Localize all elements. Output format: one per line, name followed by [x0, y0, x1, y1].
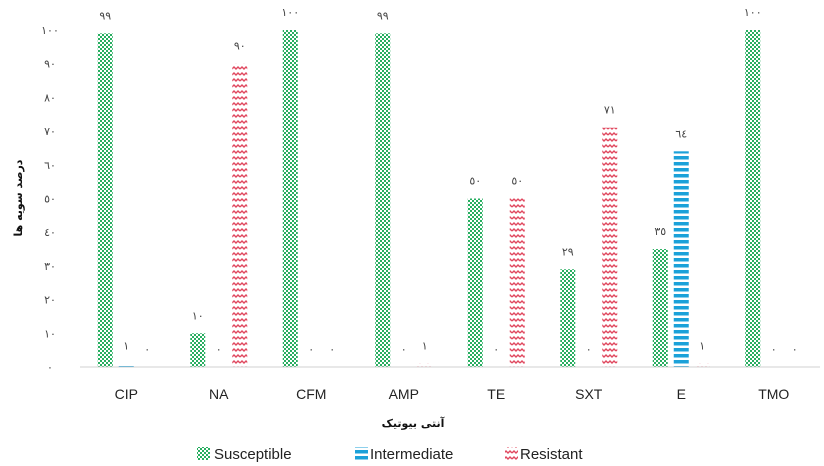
legend-swatch-intermediate	[355, 447, 368, 460]
y-tick-label: ٥٠	[44, 193, 56, 206]
data-label-intermediate-te: ٠	[493, 343, 499, 356]
bar-susceptible-cip	[97, 33, 113, 368]
bar-susceptible-na	[190, 333, 206, 367]
data-label-resistant-e: ١	[699, 340, 705, 353]
data-label-resistant-cfm: ٠	[329, 343, 335, 356]
data-label-intermediate-cfm: ٠	[308, 343, 314, 356]
data-label-resistant-cip: ٠	[144, 343, 150, 356]
bar-susceptible-e	[652, 249, 668, 367]
bar-susceptible-cfm	[282, 30, 298, 367]
bar-intermediate-e	[673, 151, 689, 367]
y-tick-label: ٢٠	[44, 294, 56, 307]
data-label-resistant-tmo: ٠	[792, 343, 798, 356]
y-tick-label: ٦٠	[44, 159, 56, 172]
data-label-susceptible-sxt: ٢٩	[562, 245, 574, 258]
data-label-susceptible-cip: ٩٩	[99, 9, 111, 22]
y-tick-label: ٨٠	[44, 91, 56, 104]
data-label-susceptible-te: ٥٠	[469, 175, 481, 188]
x-tick-label: SXT	[575, 386, 603, 402]
bar-susceptible-sxt	[560, 269, 576, 367]
data-label-intermediate-na: ٠	[216, 343, 222, 356]
bar-susceptible-amp	[375, 33, 391, 368]
y-tick-label: ١٠٠	[41, 24, 59, 37]
data-label-intermediate-tmo: ٠	[771, 343, 777, 356]
data-label-intermediate-amp: ٠	[401, 343, 407, 356]
data-label-susceptible-na: ١٠	[192, 309, 204, 322]
x-tick-label: CFM	[296, 386, 326, 402]
x-tick-label: NA	[209, 386, 229, 402]
legend-label-resistant: Resistant	[520, 446, 583, 463]
legend-swatch-susceptible	[197, 447, 210, 460]
bar-susceptible-te	[467, 198, 483, 367]
y-tick-label: ١٠	[44, 327, 56, 340]
y-axis-label: درصد سویه ها	[12, 159, 25, 236]
x-axis-label: آنتی بیوتیک	[382, 416, 445, 430]
y-tick-label: ٤٠	[44, 226, 56, 239]
y-tick-label: ٩٠	[44, 58, 56, 71]
legend-label-intermediate: Intermediate	[370, 446, 453, 463]
legend: Susceptible Intermediate Resistant	[197, 446, 583, 463]
bar-resistant-amp	[417, 363, 433, 367]
data-label-susceptible-e: ٣٥	[654, 225, 666, 238]
data-label-resistant-amp: ١	[422, 340, 428, 353]
x-tick-label: CIP	[115, 386, 138, 402]
x-tick-label: TMO	[758, 386, 789, 402]
bar-resistant-te	[509, 198, 525, 367]
data-label-susceptible-tmo: ١٠٠	[744, 6, 762, 19]
legend-swatch-resistant	[505, 447, 518, 460]
y-tick-label: ٠	[47, 361, 53, 374]
data-label-intermediate-e: ٦٤	[675, 127, 687, 140]
y-tick-label: ٧٠	[44, 125, 56, 138]
data-label-susceptible-amp: ٩٩	[377, 9, 389, 22]
x-tick-label: TE	[487, 386, 505, 402]
bar-resistant-e	[694, 363, 710, 367]
data-label-resistant-na: ٩٠	[234, 40, 246, 53]
data-label-intermediate-cip: ١	[123, 340, 129, 353]
data-label-resistant-sxt: ٧١	[604, 104, 616, 117]
bar-resistant-sxt	[602, 127, 618, 367]
legend-label-susceptible: Susceptible	[214, 446, 292, 463]
y-tick-label: ٣٠	[44, 260, 56, 273]
bar-susceptible-tmo	[745, 30, 761, 367]
bar-resistant-na	[232, 63, 248, 367]
data-label-susceptible-cfm: ١٠٠	[281, 6, 299, 19]
data-label-resistant-te: ٥٠	[511, 175, 523, 188]
x-tick-label: AMP	[389, 386, 419, 402]
bar-intermediate-cip	[118, 363, 134, 367]
x-tick-label: E	[677, 386, 686, 402]
data-label-intermediate-sxt: ٠	[586, 343, 592, 356]
